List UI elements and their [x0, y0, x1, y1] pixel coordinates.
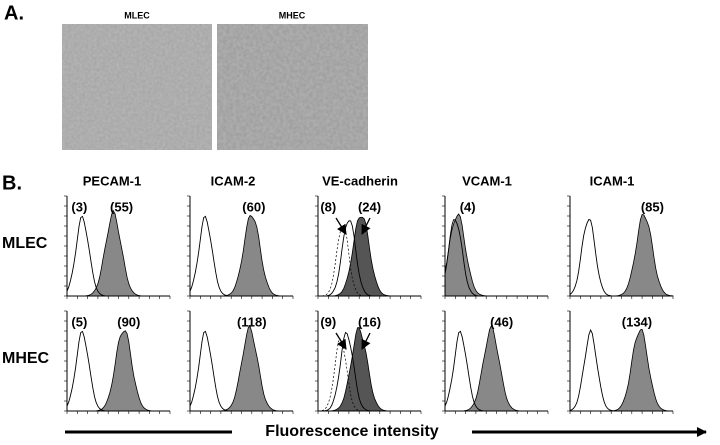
- column-label: VE-cadherin: [322, 173, 398, 188]
- pointer-arrow: [335, 332, 347, 350]
- pointer-arrow: [361, 217, 371, 235]
- axis-label: Fluorescence intensity: [265, 423, 438, 440]
- pointer-arrow: [335, 217, 347, 235]
- image-label: MLEC: [124, 10, 150, 20]
- mfi-label: (118): [237, 314, 267, 329]
- stained-histogram: [190, 325, 293, 412]
- mfi-label: (5): [71, 314, 87, 329]
- row-label: MLEC: [2, 235, 48, 252]
- row-label: MHEC: [2, 350, 50, 367]
- stained-histogram: [67, 330, 170, 412]
- mfi-label: (46): [490, 314, 513, 329]
- mfi-label: (9): [320, 314, 336, 329]
- micrograph-texture: [62, 24, 212, 150]
- column-label: ICAM-2: [211, 173, 256, 188]
- column-label: VCAM-1: [462, 173, 512, 188]
- column-label: ICAM-1: [590, 173, 635, 188]
- pointer-arrow: [361, 332, 371, 350]
- label-background: [232, 421, 472, 443]
- stained-histogram: [570, 328, 673, 412]
- stained-histogram: [67, 209, 170, 297]
- mfi-label: (8): [320, 199, 336, 214]
- mfi-label: (90): [117, 314, 140, 329]
- mfi-label: (16): [358, 314, 381, 329]
- mfi-label: (4): [460, 199, 476, 214]
- stained-histogram: [444, 213, 548, 297]
- micrograph-texture: [217, 24, 368, 150]
- stained-histogram: [190, 214, 293, 297]
- mfi-label: (24): [358, 199, 381, 214]
- image-label: MHEC: [279, 10, 306, 20]
- mfi-label: (60): [242, 199, 265, 214]
- panel-label: B.: [2, 172, 22, 194]
- histograms: [64, 195, 674, 414]
- stained-histogram: [445, 324, 548, 412]
- control-histogram: [569, 328, 673, 412]
- stained-histogram: [318, 216, 421, 297]
- mfi-label: (55): [110, 199, 133, 214]
- mfi-label: (85): [641, 199, 664, 214]
- mfi-label: (134): [622, 314, 652, 329]
- mfi-label: (3): [71, 199, 87, 214]
- stained-histogram: [318, 327, 421, 412]
- column-label: PECAM-1: [83, 173, 142, 188]
- panel-label: A.: [4, 2, 24, 24]
